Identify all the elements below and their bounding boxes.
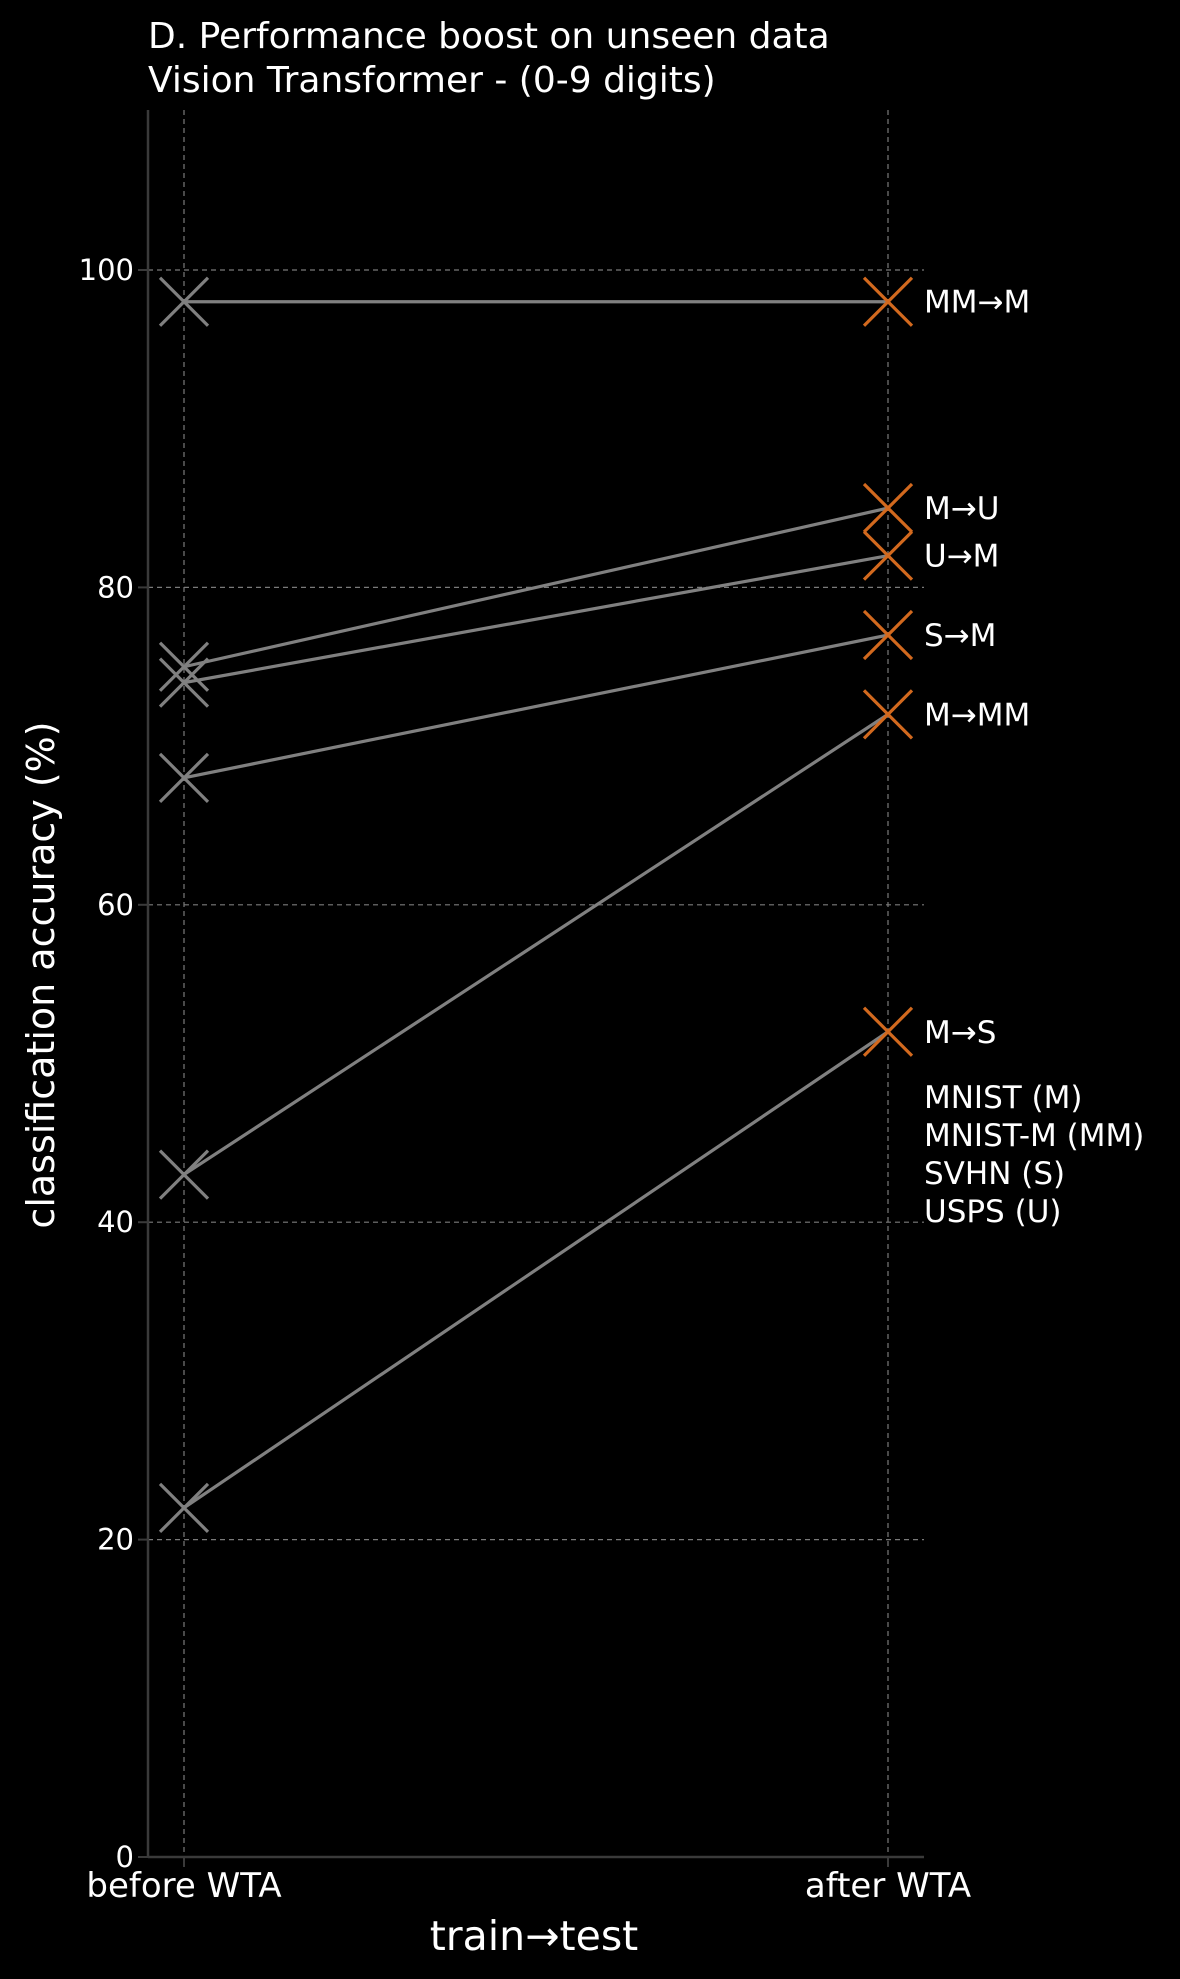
marker-before-stroke-b [158, 1482, 210, 1533]
axes [138, 110, 924, 1867]
marker-before [158, 1149, 210, 1200]
series-line [183, 506, 889, 669]
marker-before [158, 1482, 210, 1533]
series-line [183, 713, 889, 1176]
marker-before [158, 276, 210, 327]
marker-after-stroke-b [862, 689, 914, 740]
marker-before [158, 657, 210, 708]
series-label: S→M [924, 618, 996, 654]
marker-after-stroke-b [862, 530, 914, 581]
marker-before-stroke-b [158, 752, 210, 803]
series-line [183, 554, 889, 685]
legend-note: MNIST (M) [924, 1080, 1082, 1116]
grid [148, 110, 924, 1857]
marker-before [158, 752, 210, 803]
marker-after [862, 1006, 914, 1057]
series-label: M→MM [924, 697, 1030, 733]
series-markers [158, 276, 914, 1533]
marker-before-stroke-b [158, 276, 210, 327]
legend-note: SVHN (S) [924, 1156, 1065, 1192]
marker-after [862, 276, 914, 327]
y-tick-label: 40 [97, 1205, 134, 1239]
y-tick-label: 80 [97, 570, 134, 604]
marker-before [158, 641, 210, 692]
legend-note: USPS (U) [924, 1194, 1061, 1230]
x-tick-label: before WTA [86, 1866, 281, 1906]
marker-after [862, 530, 914, 581]
marker-after-stroke-b [862, 482, 914, 534]
y-tick-label: 100 [79, 253, 134, 287]
chart-title: D. Performance boost on unseen data [148, 16, 830, 57]
marker-before-stroke-b [158, 641, 210, 692]
chart-subtitle: Vision Transformer - (0-9 digits) [148, 60, 716, 101]
series-line [183, 633, 889, 780]
marker-after-stroke-b [862, 1006, 914, 1057]
marker-after [862, 482, 914, 534]
marker-after-stroke-b [862, 276, 914, 327]
y-tick-label: 60 [97, 888, 134, 922]
marker-after [862, 689, 914, 740]
series-label: M→U [924, 491, 999, 527]
legend-notes: MNIST (M)MNIST-M (MM)SVHN (S)USPS (U) [924, 1080, 1144, 1230]
y-axis-label: classification accuracy (%) [19, 721, 63, 1228]
series-lines [183, 300, 889, 1510]
y-tick-label: 20 [97, 1523, 134, 1557]
series-labels: MM→M M→U U→M S→M M→MM M→S [924, 285, 1030, 1051]
series-label: MM→M [924, 285, 1030, 321]
x-tick-label: after WTA [805, 1866, 971, 1906]
series-line [183, 1030, 889, 1510]
legend-note: MNIST-M (MM) [924, 1118, 1144, 1154]
marker-after-stroke-b [862, 609, 914, 661]
y-tick-label: 0 [116, 1840, 134, 1874]
marker-after [862, 609, 914, 661]
tick-labels: 0 20 40 60 80 100 before WTA after WTA [79, 253, 971, 1906]
series-label: M→S [924, 1015, 996, 1051]
x-axis-label: train→test [430, 1912, 639, 1960]
marker-before-stroke-b [158, 657, 210, 708]
marker-before-stroke-b [158, 1149, 210, 1200]
series-label: U→M [924, 539, 999, 575]
